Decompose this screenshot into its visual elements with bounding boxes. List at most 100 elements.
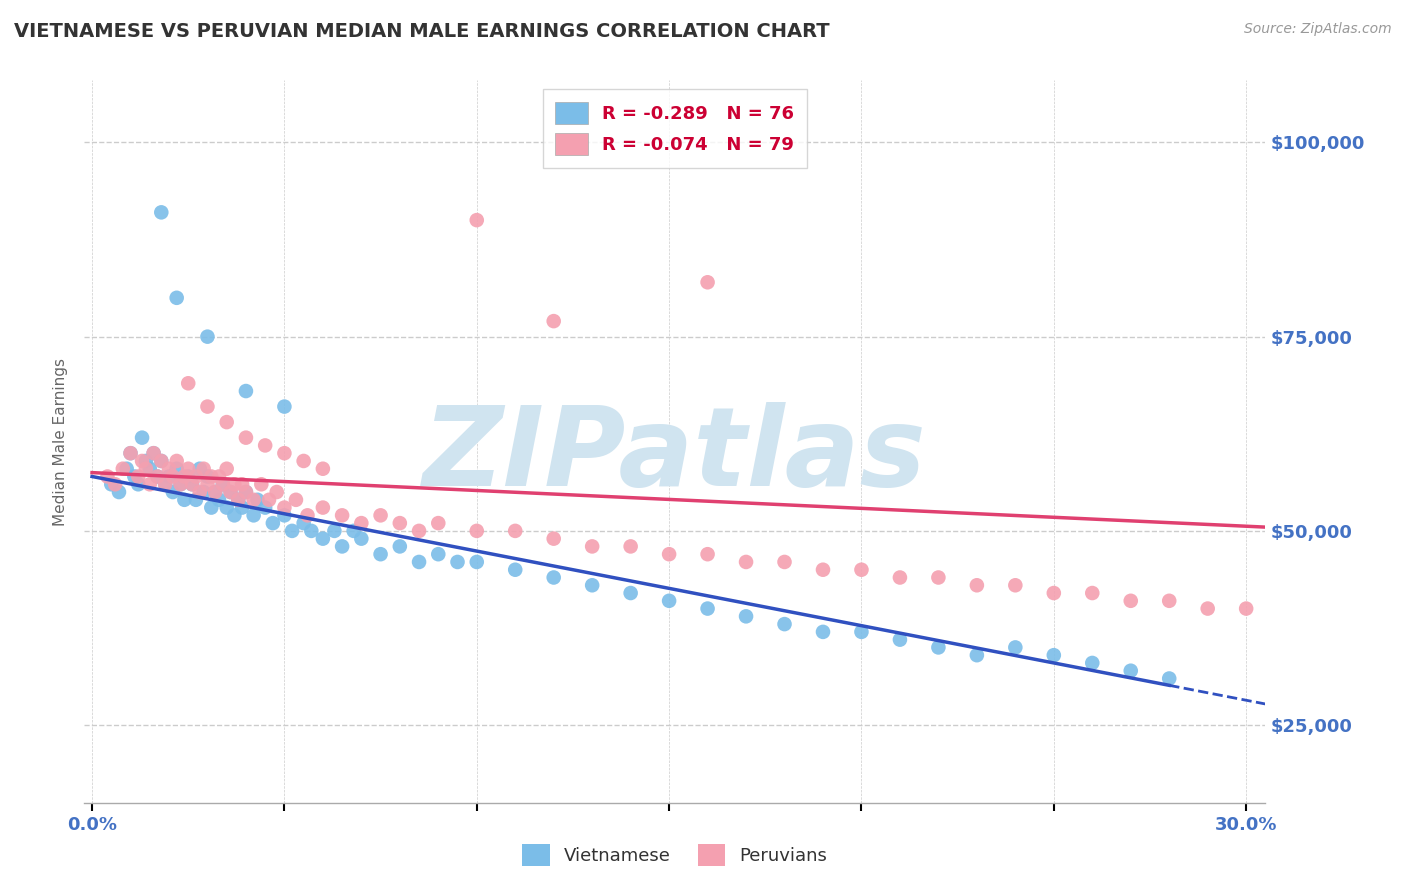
Point — [1159, 594, 1181, 608]
Point — [1197, 601, 1219, 615]
Point — [139, 477, 162, 491]
Point — [292, 516, 315, 530]
Point — [219, 485, 242, 500]
Point — [735, 555, 758, 569]
Point — [197, 329, 219, 343]
Point — [177, 461, 200, 475]
Point — [273, 446, 295, 460]
Point — [350, 516, 373, 530]
Point — [1004, 640, 1026, 655]
Point — [581, 578, 603, 592]
Point — [465, 555, 488, 569]
Point — [370, 547, 392, 561]
Point — [215, 415, 238, 429]
Point — [193, 461, 215, 475]
Point — [1081, 586, 1104, 600]
Point — [197, 477, 219, 491]
Point — [100, 477, 122, 491]
Point — [166, 454, 188, 468]
Point — [503, 524, 526, 538]
Point — [543, 532, 565, 546]
Point — [273, 508, 295, 523]
Point — [235, 485, 257, 500]
Point — [408, 555, 430, 569]
Text: VIETNAMESE VS PERUVIAN MEDIAN MALE EARNINGS CORRELATION CHART: VIETNAMESE VS PERUVIAN MEDIAN MALE EARNI… — [14, 22, 830, 41]
Point — [735, 609, 758, 624]
Point — [231, 477, 253, 491]
Point — [262, 516, 284, 530]
Point — [242, 508, 264, 523]
Point — [127, 469, 149, 483]
Point — [235, 485, 257, 500]
Point — [224, 508, 246, 523]
Point — [1119, 664, 1142, 678]
Point — [273, 500, 295, 515]
Point — [157, 469, 180, 483]
Point — [153, 477, 176, 491]
Point — [131, 431, 153, 445]
Point — [299, 524, 322, 538]
Point — [181, 477, 204, 491]
Point — [177, 376, 200, 391]
Point — [1159, 672, 1181, 686]
Point — [658, 547, 681, 561]
Point — [503, 563, 526, 577]
Point — [224, 477, 246, 491]
Point — [465, 524, 488, 538]
Point — [142, 446, 165, 460]
Point — [427, 516, 450, 530]
Point — [120, 446, 142, 460]
Point — [108, 485, 131, 500]
Point — [1081, 656, 1104, 670]
Point — [193, 485, 215, 500]
Point — [146, 469, 169, 483]
Point — [889, 632, 911, 647]
Point — [146, 469, 169, 483]
Point — [226, 492, 249, 507]
Point — [204, 485, 226, 500]
Point — [150, 205, 173, 219]
Point — [111, 461, 134, 475]
Point — [966, 648, 988, 663]
Point — [889, 570, 911, 584]
Point — [312, 532, 335, 546]
Point — [115, 461, 138, 475]
Point — [773, 555, 796, 569]
Point — [465, 213, 488, 227]
Point — [773, 617, 796, 632]
Point — [215, 461, 238, 475]
Point — [135, 461, 157, 475]
Point — [851, 624, 873, 639]
Point — [350, 532, 373, 546]
Point — [312, 500, 335, 515]
Point — [242, 492, 264, 507]
Point — [1234, 601, 1257, 615]
Point — [184, 469, 207, 483]
Point — [204, 485, 226, 500]
Point — [408, 524, 430, 538]
Point — [169, 477, 191, 491]
Point — [257, 492, 280, 507]
Point — [188, 485, 211, 500]
Point — [197, 400, 219, 414]
Point — [851, 563, 873, 577]
Point — [543, 570, 565, 584]
Point — [181, 477, 204, 491]
Point — [135, 454, 157, 468]
Point — [235, 384, 257, 398]
Point — [620, 540, 643, 554]
Point — [581, 540, 603, 554]
Point — [1043, 648, 1066, 663]
Point — [1043, 586, 1066, 600]
Point — [427, 547, 450, 561]
Point — [273, 400, 295, 414]
Point — [811, 624, 834, 639]
Point — [250, 477, 273, 491]
Point — [1119, 594, 1142, 608]
Point — [927, 640, 949, 655]
Point — [231, 500, 253, 515]
Point — [219, 485, 242, 500]
Point — [1004, 578, 1026, 592]
Point — [173, 492, 195, 507]
Point — [200, 500, 222, 515]
